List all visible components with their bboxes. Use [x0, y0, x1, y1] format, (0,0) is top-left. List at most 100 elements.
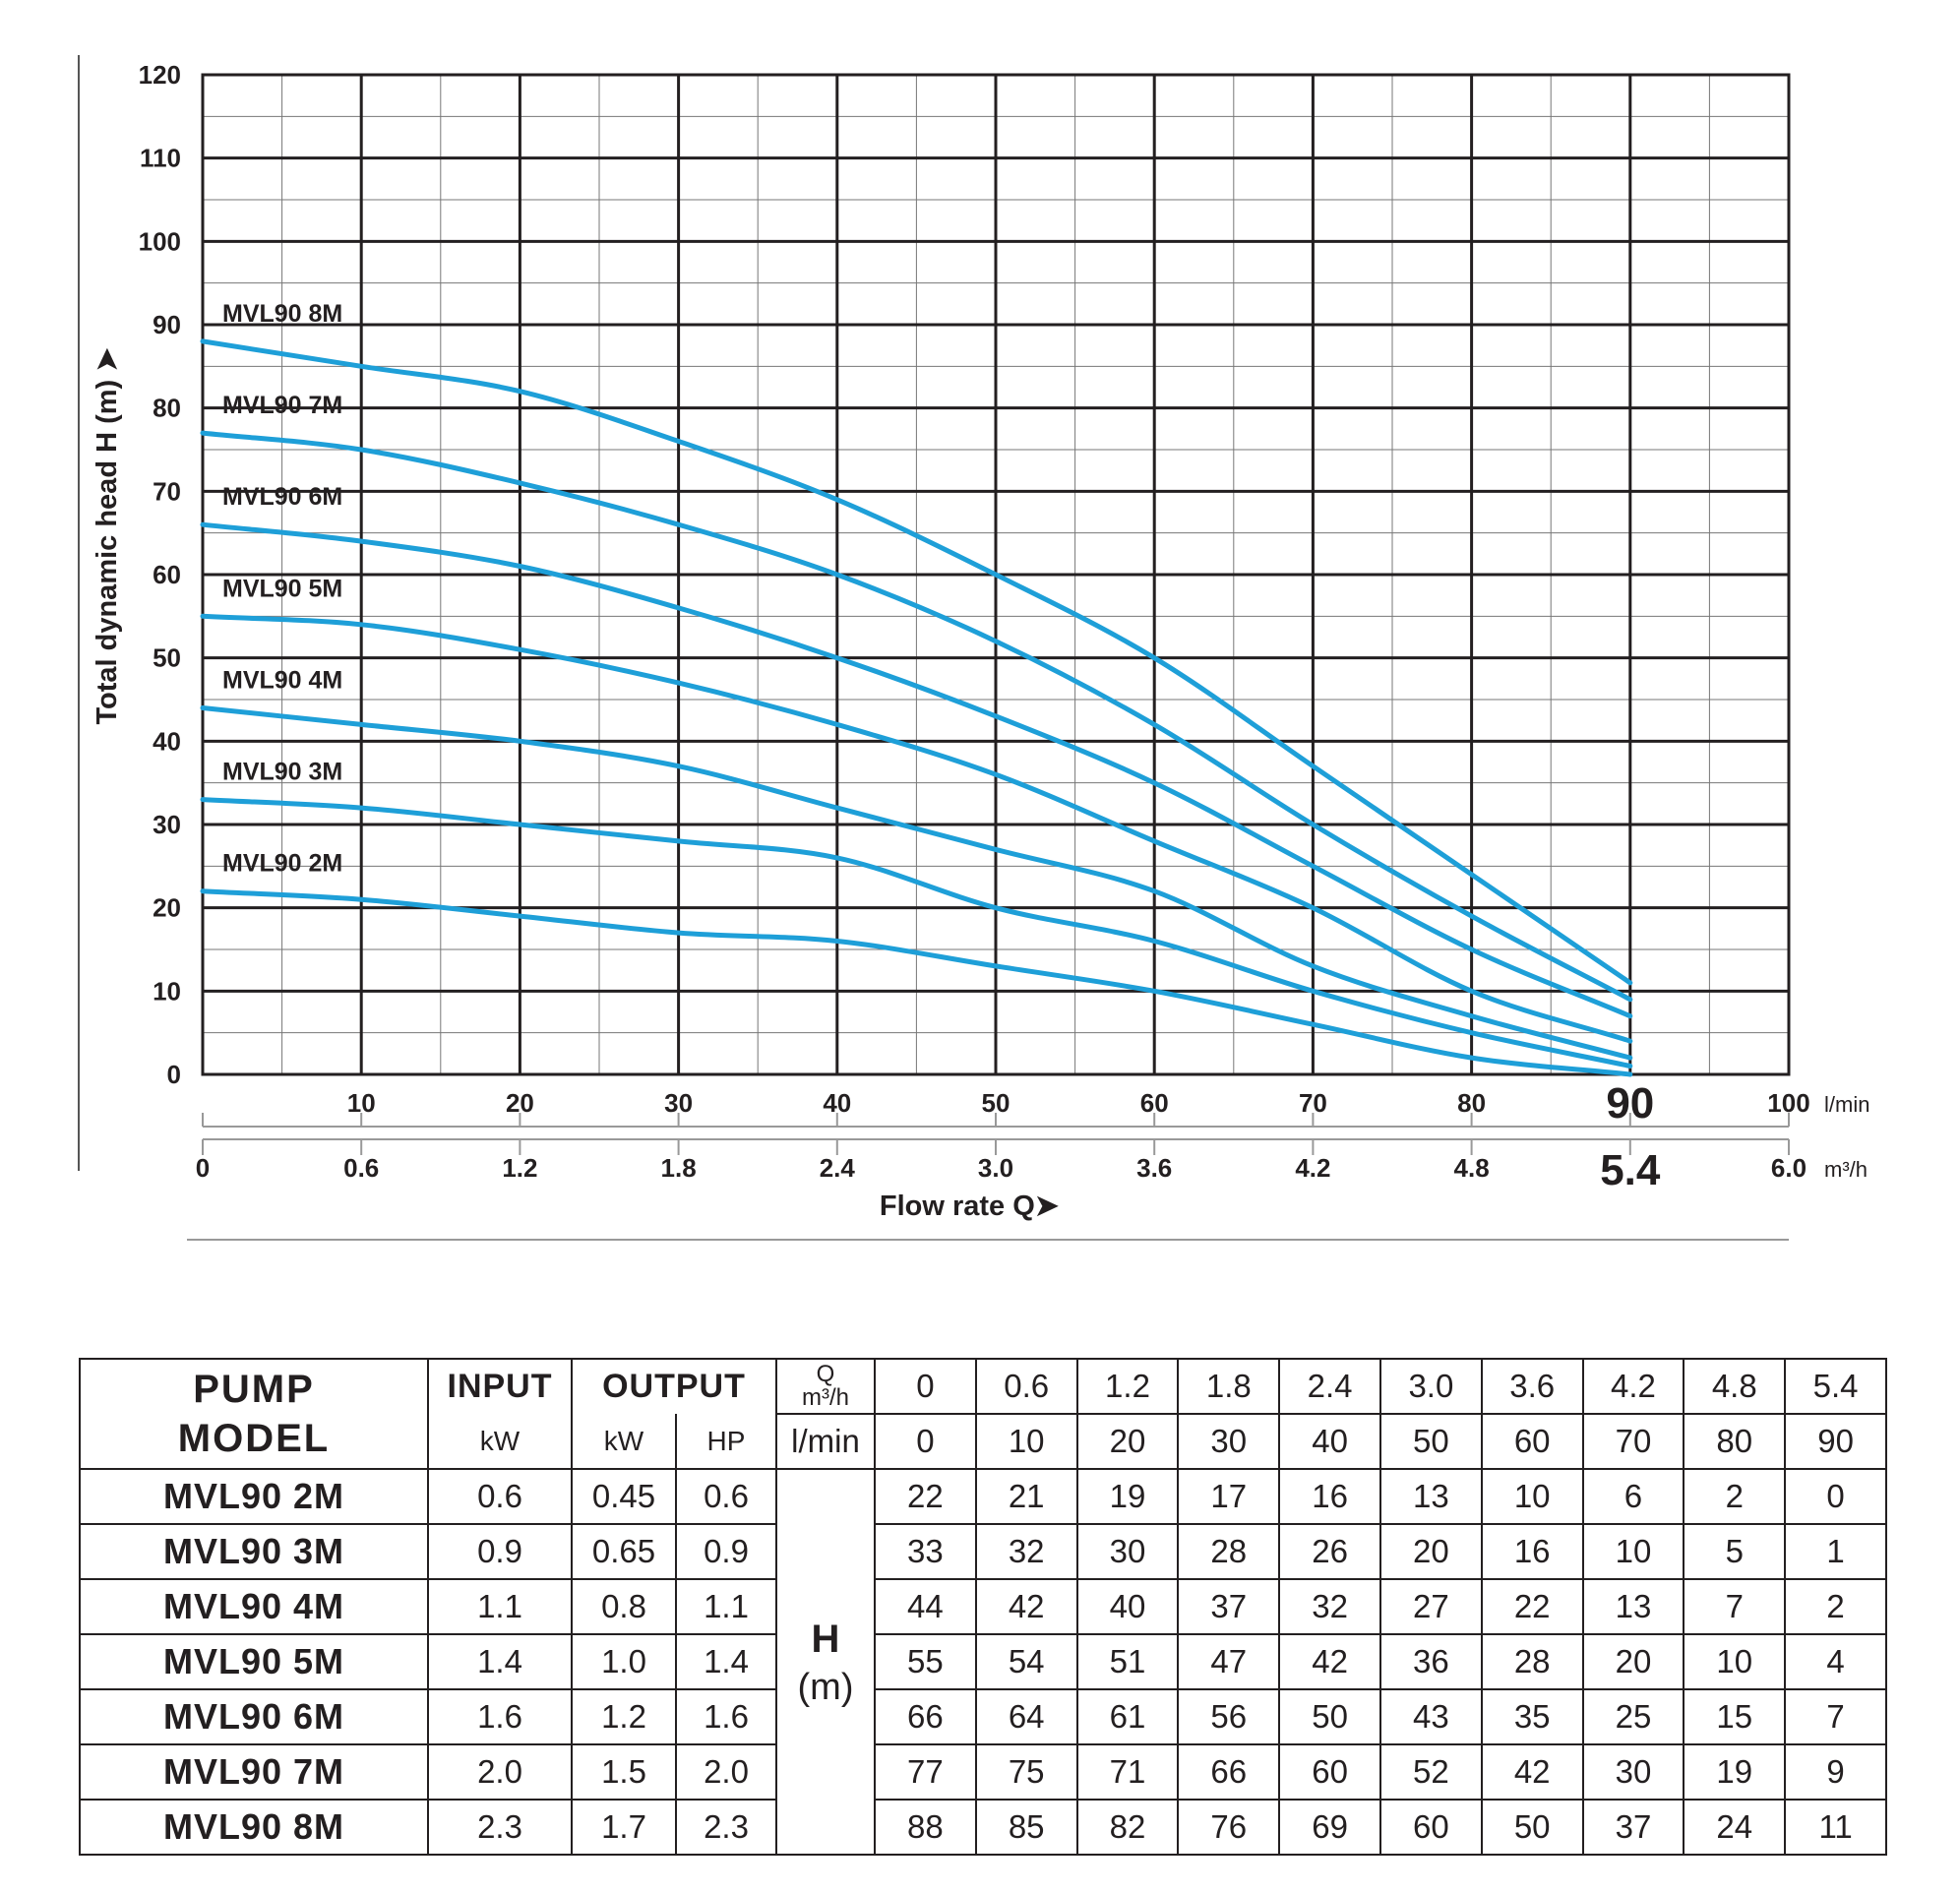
head-value-cell: 56 — [1177, 1688, 1281, 1745]
y-tick-label: 0 — [167, 1060, 181, 1089]
head-value-cell: 2 — [1683, 1468, 1787, 1525]
head-value-cell: 64 — [974, 1688, 1078, 1745]
x-axis-label: Flow rate Q➤ — [880, 1191, 1060, 1222]
header-row-lmin: kW kW HP l/min 0 10 20 30 40 50 60 70 80 90 — [80, 1413, 1887, 1470]
h-unit: (m) — [797, 1667, 854, 1708]
lmin-value-header: 40 — [1278, 1413, 1381, 1470]
head-value-cell: 51 — [1075, 1633, 1180, 1690]
y-tick-label: 80 — [153, 394, 181, 423]
output-hp-header: HP — [675, 1414, 777, 1470]
head-value-cell: 22 — [1480, 1578, 1584, 1635]
head-value-cell: 66 — [874, 1688, 977, 1745]
input-kw-cell: 1.1 — [427, 1578, 573, 1635]
pump-model-header-line1: PUMP — [193, 1368, 315, 1411]
head-value-cell: 6 — [1581, 1468, 1685, 1525]
head-value-cell: 9 — [1784, 1743, 1887, 1801]
series-line — [200, 521, 1633, 1019]
table-row: MVL90 6M 1.6 1.2 1.6 66 64 61 56 50 43 35 25 15 7 — [79, 1688, 1887, 1745]
table-row: MVL90 3M 0.9 0.65 0.9 33 32 30 28 26 20 16 10 5 1 — [79, 1523, 1887, 1580]
head-value-cell: 85 — [974, 1799, 1078, 1856]
head-value-cell: 13 — [1378, 1468, 1483, 1525]
lmin-value-header: 60 — [1480, 1413, 1584, 1470]
x-tick-m3h: 1.2 — [502, 1153, 537, 1183]
head-value-cell: 15 — [1683, 1688, 1787, 1745]
head-value-cell: 2 — [1784, 1578, 1887, 1635]
q-unit: m³/h — [802, 1384, 849, 1411]
input-kw-cell: 0.9 — [427, 1523, 573, 1580]
x-tick-m3h-highlight: 5.4 — [1600, 1146, 1661, 1194]
y-tick-label: 60 — [153, 560, 181, 589]
output-kw-cell: 1.5 — [571, 1743, 677, 1801]
head-value-cell: 10 — [1480, 1468, 1584, 1525]
h-label: H — [811, 1618, 840, 1661]
head-value-cell: 36 — [1378, 1633, 1483, 1690]
model-cell: MVL90 5M — [79, 1633, 429, 1690]
output-kw-cell: 0.45 — [571, 1468, 677, 1525]
q-value-header: 4.2 — [1581, 1358, 1685, 1415]
series-label: MVL90 7M — [222, 392, 342, 419]
lmin-value-header: 90 — [1784, 1413, 1887, 1470]
head-value-cell: 61 — [1075, 1688, 1180, 1745]
series-label: MVL90 5M — [222, 575, 342, 602]
head-value-cell: 11 — [1784, 1799, 1887, 1856]
q-label: Q — [816, 1361, 835, 1387]
head-value-cell: 69 — [1278, 1799, 1381, 1856]
head-value-cell: 75 — [974, 1743, 1078, 1801]
y-tick-label: 100 — [139, 226, 181, 256]
head-value-cell: 66 — [1177, 1743, 1281, 1801]
head-value-cell: 40 — [1075, 1578, 1180, 1635]
head-value-cell: 13 — [1581, 1578, 1685, 1635]
head-value-cell: 25 — [1581, 1688, 1685, 1745]
header-row-q: PUMP MODEL INPUT OUTPUT Q m³/h 0 0.6 1.2 1.… — [79, 1358, 1887, 1470]
head-value-cell: 17 — [1177, 1468, 1281, 1525]
table-row: MVL90 2M 0.6 0.45 0.6 H (m) 22 21 19 17 16 13 10 6 2 0 — [79, 1468, 1887, 1856]
x-tick-m3h: 6.0 — [1771, 1153, 1807, 1183]
y-tick-label: 110 — [140, 144, 181, 173]
input-kw-header: kW — [427, 1414, 573, 1470]
head-value-cell: 20 — [1581, 1633, 1685, 1690]
x-tick-lmin: 70 — [1299, 1088, 1327, 1118]
input-kw-cell: 0.6 — [427, 1468, 573, 1525]
head-value-cell: 0 — [1784, 1468, 1887, 1525]
x-tick-lmin-highlight: 90 — [1606, 1079, 1654, 1128]
head-value-cell: 77 — [874, 1743, 977, 1801]
x-tick-m3h: 4.8 — [1454, 1153, 1490, 1183]
series-label: MVL90 4M — [222, 666, 342, 694]
x-tick-m3h: 0.6 — [343, 1153, 379, 1183]
lmin-value-header: 80 — [1683, 1413, 1787, 1470]
head-value-cell: 37 — [1177, 1578, 1281, 1635]
head-value-cell: 42 — [974, 1578, 1078, 1635]
lmin-value-header: 20 — [1075, 1413, 1180, 1470]
input-kw-cell: 2.0 — [427, 1743, 573, 1801]
input-kw-cell: 1.4 — [427, 1633, 573, 1690]
model-cell: MVL90 3M — [79, 1523, 429, 1580]
pump-model-header: PUMP MODEL — [79, 1358, 429, 1470]
head-value-cell: 20 — [1378, 1523, 1483, 1580]
x-tick-m3h: 2.4 — [820, 1153, 856, 1183]
input-header: INPUT — [427, 1358, 573, 1414]
h-unit-cell: H (m) — [775, 1468, 876, 1856]
x-tick-lmin: 80 — [1457, 1088, 1486, 1118]
model-cell: MVL90 6M — [79, 1688, 429, 1745]
output-hp-cell: 0.9 — [675, 1523, 777, 1580]
head-value-cell: 88 — [874, 1799, 977, 1856]
x-tick-lmin: 30 — [664, 1088, 693, 1118]
q-value-header: 3.6 — [1480, 1358, 1584, 1415]
output-header: OUTPUT — [571, 1358, 777, 1414]
y-tick-label: 90 — [153, 310, 181, 339]
head-value-cell: 35 — [1480, 1688, 1584, 1745]
head-value-cell: 76 — [1177, 1799, 1281, 1856]
lmin-value-header: 10 — [974, 1413, 1078, 1470]
x-tick-m3h: 3.6 — [1136, 1153, 1172, 1183]
output-kw-cell: 1.7 — [571, 1799, 677, 1856]
head-value-cell: 7 — [1784, 1688, 1887, 1745]
q-value-header: 1.8 — [1177, 1358, 1281, 1415]
plot-frame — [201, 73, 1791, 1076]
series-line — [200, 797, 1633, 1069]
y-axis-label: Total dynamic head H (m) ➤ — [92, 347, 123, 725]
head-value-cell: 16 — [1278, 1468, 1381, 1525]
head-value-cell: 33 — [874, 1523, 977, 1580]
x-tick-m3h: 0 — [196, 1153, 210, 1183]
q-value-header: 3.0 — [1378, 1358, 1483, 1415]
